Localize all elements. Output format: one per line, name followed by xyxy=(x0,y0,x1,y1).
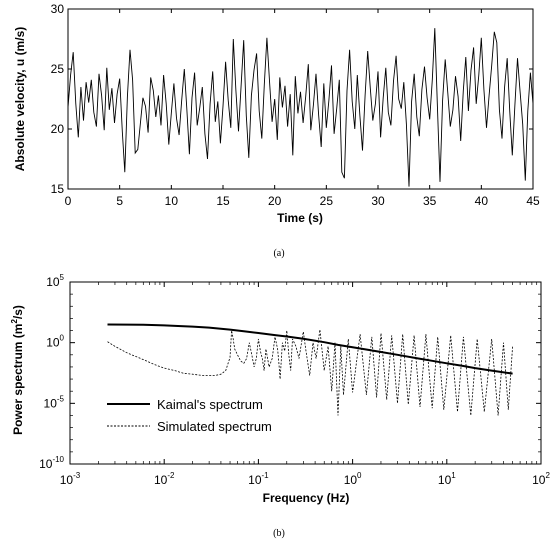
x-tick-labels: 0 5 10 15 20 25 30 35 40 45 xyxy=(65,194,540,208)
y-tick-label: 30 xyxy=(51,2,65,16)
x-tick-label: 10 xyxy=(165,194,179,208)
x-tick-label: 45 xyxy=(526,194,540,208)
y-axis-label-sup: 2 xyxy=(10,319,19,324)
tick-base: 10 xyxy=(532,473,546,487)
y-tick-label: 100 xyxy=(46,334,64,350)
x-tick-label: 10-1 xyxy=(248,471,269,487)
y-tick-label: 105 xyxy=(46,273,64,289)
tick-exponent: 5 xyxy=(60,273,65,282)
x-tick-label: 101 xyxy=(438,471,456,487)
tick-base: 10 xyxy=(46,275,60,289)
panel-label-a: (a) xyxy=(273,248,284,259)
x-tick-label: 102 xyxy=(532,471,550,487)
y-axis-label: Absolute velocity, u (m/s) xyxy=(13,27,27,171)
panel-label-b: (b) xyxy=(273,528,285,539)
x-tick-label: 40 xyxy=(475,194,489,208)
x-tick-label: 20 xyxy=(268,194,282,208)
x-tick-label: 10-3 xyxy=(60,471,81,487)
x-axis-label: Frequency (Hz) xyxy=(263,491,350,505)
x-axis-label: Time (s) xyxy=(277,211,323,225)
time-series-chart: 0 5 10 15 20 25 30 35 40 45 15 20 25 30 Time (s) Abs… xyxy=(13,2,540,259)
tick-exponent: 2 xyxy=(545,471,550,480)
y-tick-label: 20 xyxy=(51,122,65,136)
x-tick-label: 25 xyxy=(320,194,334,208)
y-axis-label-end: /s) xyxy=(11,305,25,319)
axis-ticks xyxy=(69,281,542,465)
tick-exponent: -10 xyxy=(52,455,64,464)
y-axis-label-main: Power spectrum (m xyxy=(11,324,25,435)
y-tick-label: 10-10 xyxy=(39,455,64,471)
tick-base: 10 xyxy=(344,473,358,487)
tick-base: 10 xyxy=(44,396,58,410)
tick-exponent: -1 xyxy=(262,471,270,480)
kaimal-spectrum-line xyxy=(107,323,513,375)
y-tick-label: 25 xyxy=(51,62,65,76)
x-tick-label: 35 xyxy=(423,194,437,208)
tick-base: 10 xyxy=(438,473,452,487)
tick-exponent: 1 xyxy=(451,471,456,480)
tick-exponent: -2 xyxy=(167,471,175,480)
tick-base: 10 xyxy=(46,336,60,350)
x-tick-label: 15 xyxy=(216,194,230,208)
tick-exponent: -3 xyxy=(73,471,81,480)
tick-base: 10 xyxy=(60,473,74,487)
velocity-series-line xyxy=(67,28,534,187)
legend-label-simulated: Simulated spectrum xyxy=(157,419,272,434)
plot-area-frame xyxy=(69,281,542,465)
tick-exponent: -5 xyxy=(57,394,65,403)
x-tick-label: 100 xyxy=(344,471,362,487)
y-tick-label: 15 xyxy=(51,182,65,196)
legend-label-kaimal: Kaimal's spectrum xyxy=(157,397,263,412)
x-tick-labels: 10-3 10-2 10-1 100 101 102 xyxy=(60,471,551,487)
legend: Kaimal's spectrum Simulated spectrum xyxy=(107,397,272,434)
y-tick-label: 10-5 xyxy=(44,394,65,410)
axis-ticks xyxy=(67,8,534,190)
y-tick-labels: 15 20 25 30 xyxy=(51,2,65,196)
tick-base: 10 xyxy=(39,457,53,471)
x-tick-label: 0 xyxy=(65,194,72,208)
tick-base: 10 xyxy=(248,473,262,487)
x-tick-label: 5 xyxy=(116,194,123,208)
x-tick-label: 30 xyxy=(371,194,385,208)
tick-exponent: 0 xyxy=(357,471,362,480)
y-axis-label: Power spectrum (m2/s) xyxy=(10,305,25,435)
x-tick-label: 10-2 xyxy=(154,471,175,487)
tick-exponent: 0 xyxy=(60,334,65,343)
tick-base: 10 xyxy=(154,473,168,487)
